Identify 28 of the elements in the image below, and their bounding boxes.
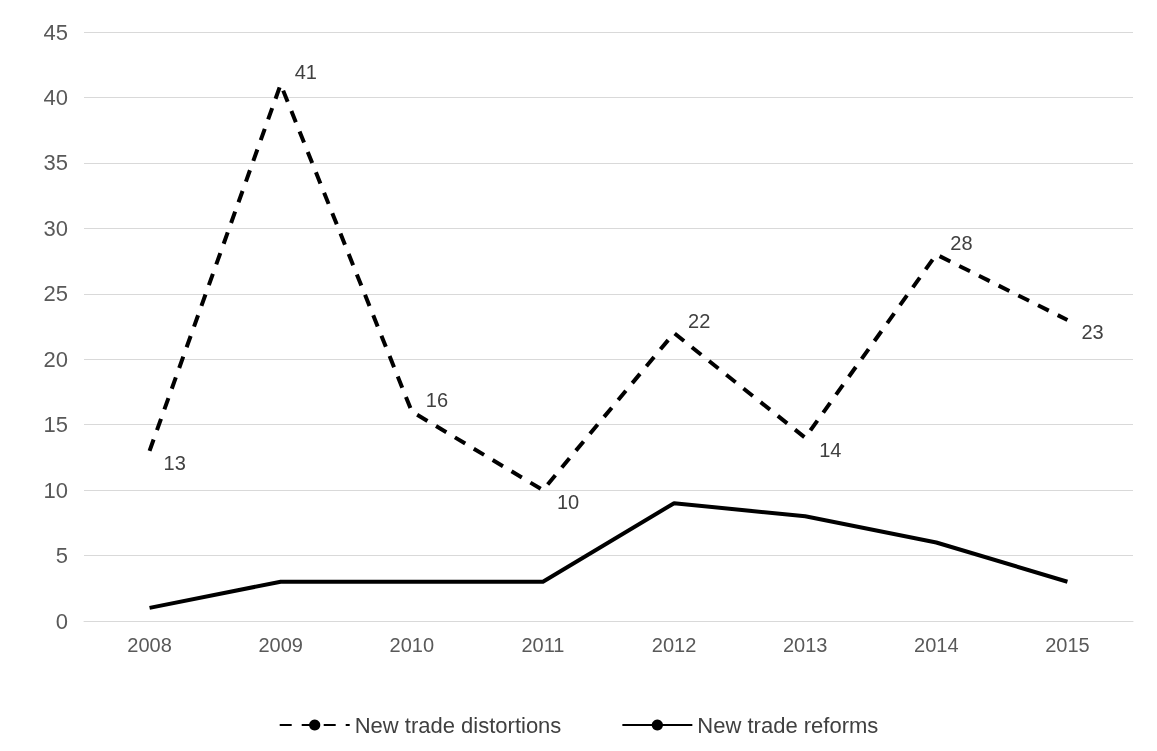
legend-label: New trade distortions — [354, 712, 562, 738]
y-tick-label: 5 — [55, 543, 68, 569]
y-tick-label: 15 — [43, 412, 68, 438]
data-label: 16 — [425, 388, 449, 411]
y-tick-label: 25 — [43, 281, 68, 307]
y-tick-label: 30 — [43, 215, 68, 241]
x-tick-label: 2013 — [782, 634, 828, 656]
data-label: 14 — [819, 438, 842, 461]
legend-label: New trade reforms — [697, 712, 879, 738]
y-tick-label: 35 — [43, 150, 68, 176]
x-tick-label: 2010 — [389, 634, 435, 656]
y-tick-label: 0 — [55, 608, 68, 634]
data-label: 13 — [163, 451, 186, 474]
data-label: 23 — [1081, 320, 1104, 343]
y-tick-label: 20 — [43, 346, 68, 372]
data-label: 41 — [294, 61, 317, 84]
data-label: 10 — [556, 491, 580, 514]
x-tick-label: 2009 — [258, 634, 303, 656]
x-tick-label: 2014 — [914, 634, 959, 656]
data-label: 28 — [950, 231, 973, 254]
x-tick-label: 2008 — [127, 634, 172, 656]
y-tick-label: 45 — [43, 19, 68, 45]
y-tick-label: 10 — [43, 477, 68, 503]
x-tick-label: 2012 — [651, 634, 697, 656]
data-label: 22 — [688, 310, 711, 333]
x-tick-label: 2011 — [521, 634, 565, 656]
x-tick-label: 2015 — [1045, 634, 1090, 656]
y-tick-label: 40 — [43, 84, 68, 110]
